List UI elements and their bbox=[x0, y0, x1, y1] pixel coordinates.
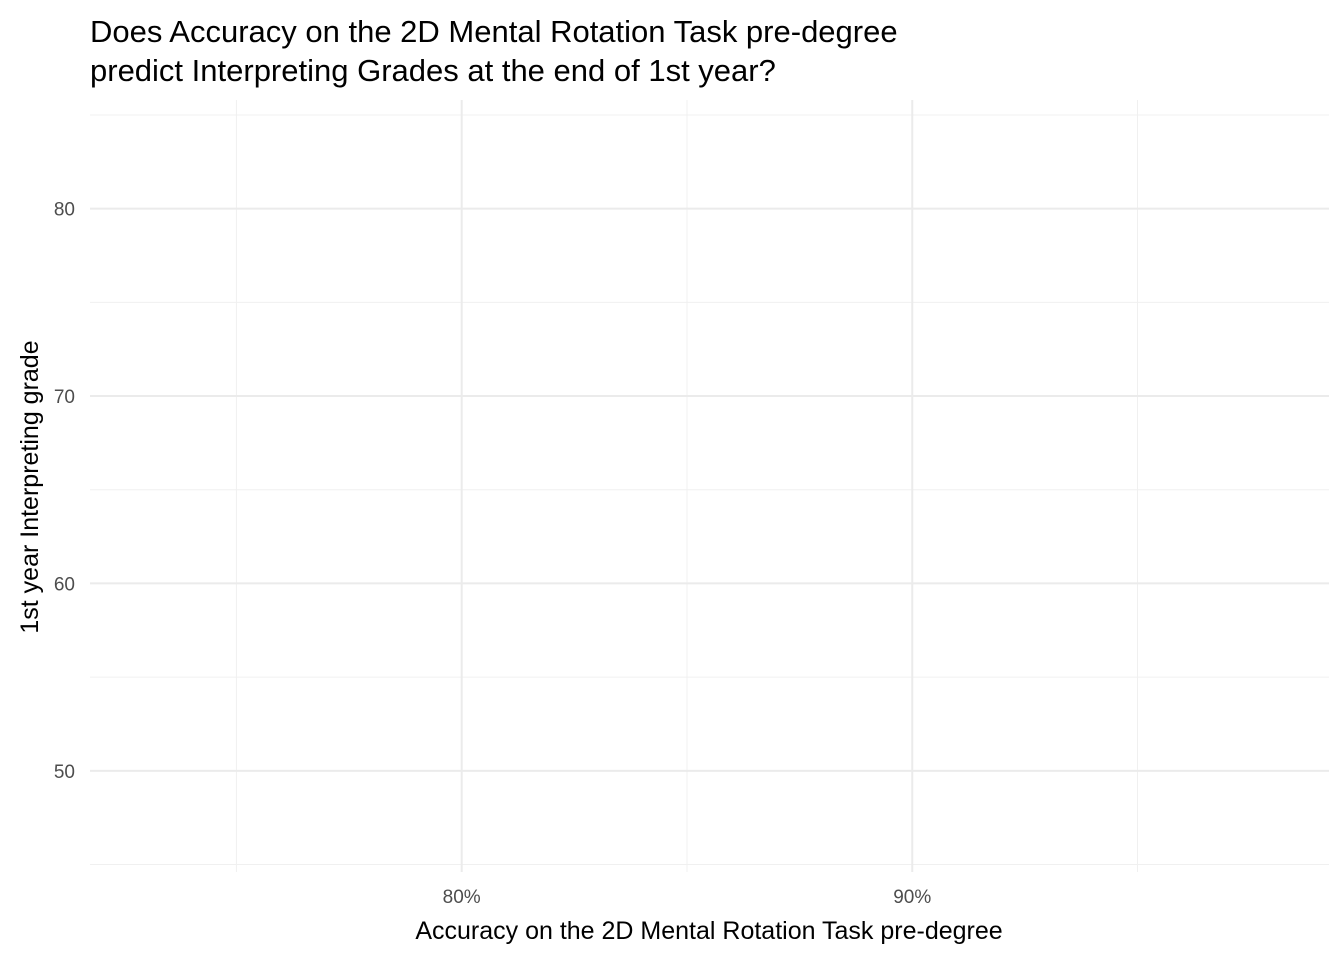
y-tick-label-1: 60 bbox=[54, 574, 75, 595]
y-axis-tick-labels: 50 60 70 80 bbox=[54, 200, 75, 783]
y-tick-label-3: 80 bbox=[54, 200, 75, 221]
chart-title: Does Accuracy on the 2D Mental Rotation … bbox=[90, 12, 898, 90]
minor-gridlines bbox=[90, 100, 1329, 872]
x-tick-label-1: 90% bbox=[893, 887, 931, 908]
x-tick-label-0: 80% bbox=[443, 887, 481, 908]
x-axis-title: Accuracy on the 2D Mental Rotation Task … bbox=[415, 917, 1002, 945]
y-axis-title: 1st year Interpreting grade bbox=[16, 340, 44, 633]
chart-title-line-1: Does Accuracy on the 2D Mental Rotation … bbox=[90, 14, 898, 49]
major-gridlines bbox=[90, 100, 1329, 872]
y-tick-label-2: 70 bbox=[54, 387, 75, 408]
x-axis-tick-labels: 80% 90% bbox=[443, 887, 932, 908]
chart-title-line-2: predict Interpreting Grades at the end o… bbox=[90, 53, 776, 88]
y-tick-label-0: 50 bbox=[54, 762, 75, 783]
